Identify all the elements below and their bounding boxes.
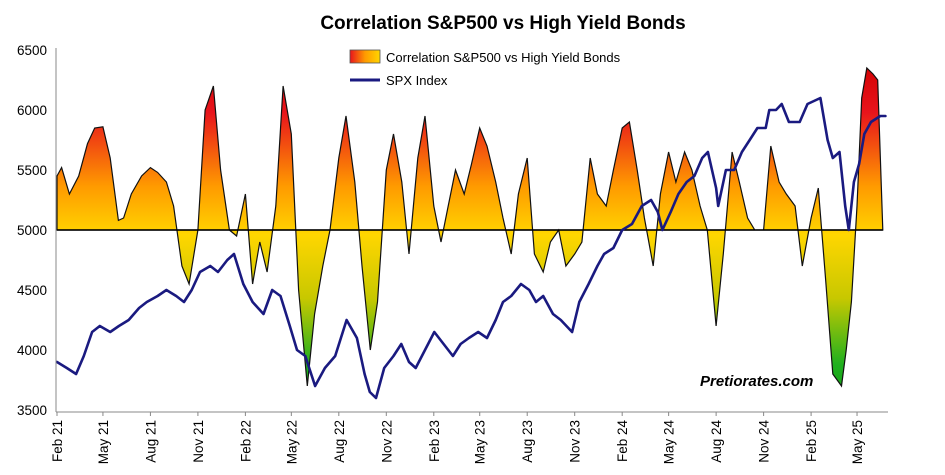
y-tick-label: 3500	[17, 403, 47, 418]
x-tick-label: Aug 23	[520, 420, 535, 463]
legend: Correlation S&P500 vs High Yield Bonds S…	[349, 49, 621, 88]
y-tick-label: 6500	[17, 43, 47, 58]
x-tick-label: Nov 22	[379, 420, 394, 463]
legend-swatch-correlation	[349, 49, 381, 64]
x-tick-label: May 23	[473, 420, 488, 464]
chart-title: Correlation S&P500 vs High Yield Bonds	[320, 13, 685, 34]
x-tick-label: Nov 23	[568, 420, 583, 463]
x-tick-label: Nov 24	[757, 420, 772, 463]
x-tick-label: Feb 23	[427, 420, 442, 462]
x-tick-label: Feb 21	[50, 420, 65, 462]
y-tick-label: 6000	[17, 103, 47, 118]
x-axis-ticks: Feb 21 May 21 Aug 21 Nov 21 Feb 22 May 22 Aug …	[50, 412, 865, 464]
x-tick-label: Feb 24	[615, 420, 630, 463]
x-tick-label: Aug 21	[143, 420, 158, 463]
x-tick-label: Nov 21	[191, 420, 206, 463]
x-tick-label: May 22	[284, 420, 299, 464]
legend-label-spx: SPX Index	[386, 73, 448, 88]
watermark-text: Pretiorates.com	[700, 373, 813, 390]
x-tick-label: Feb 25	[804, 420, 819, 462]
y-tick-label: 5500	[17, 163, 47, 178]
series-line-spx-index	[55, 96, 887, 400]
y-tick-label: 5000	[17, 223, 47, 238]
x-tick-label: May 25	[850, 420, 865, 464]
legend-label-correlation: Correlation S&P500 vs High Yield Bonds	[386, 50, 621, 65]
y-tick-label: 4000	[17, 343, 47, 358]
x-tick-label: May 24	[662, 420, 677, 465]
plot-area	[55, 66, 887, 400]
y-tick-label: 4500	[17, 283, 47, 298]
x-tick-label: Aug 24	[709, 420, 724, 463]
series-area-correlation	[56, 66, 884, 388]
x-tick-label: Feb 22	[238, 420, 253, 462]
y-axis-ticks: 3500 4000 4500 5000 5500 6000 6500	[17, 43, 47, 418]
x-tick-label: May 21	[96, 420, 111, 464]
x-tick-label: Aug 22	[332, 420, 347, 463]
